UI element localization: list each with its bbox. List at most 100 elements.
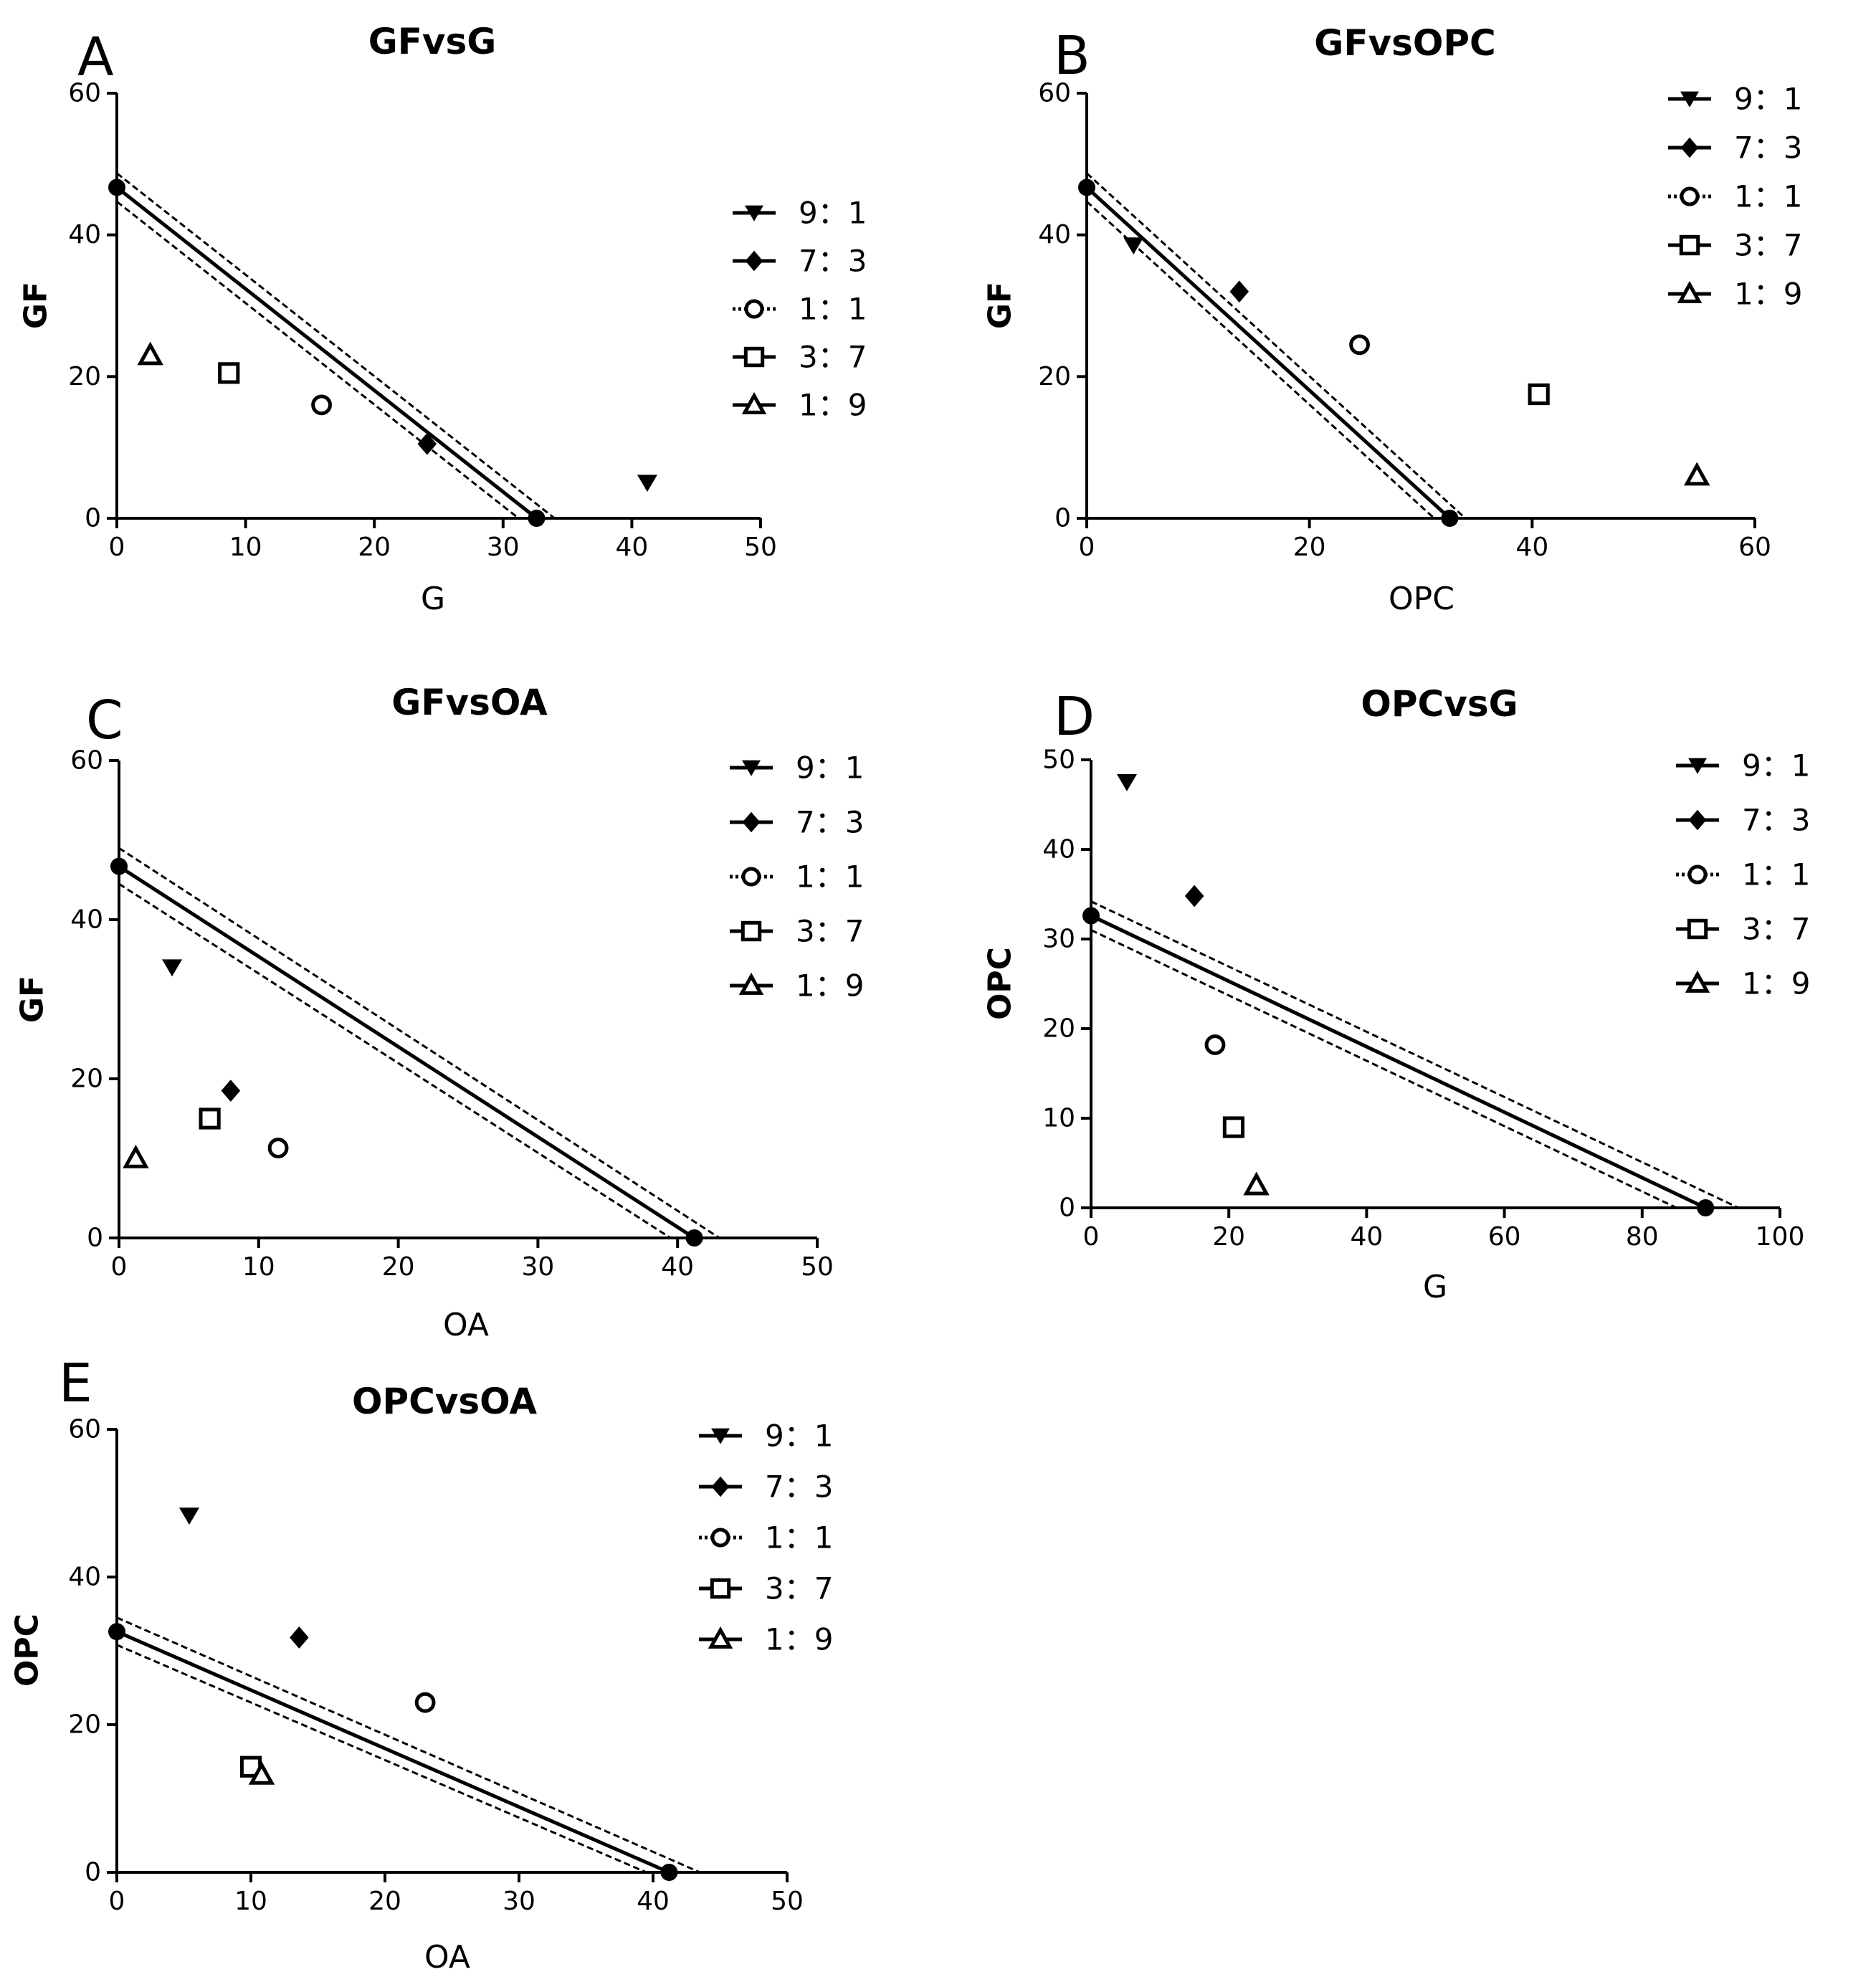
x-tick-label: 0 [109,1887,125,1916]
panel-letter: A [77,27,114,88]
legend-marker-triangle-up [738,972,764,995]
y-tick-label: 20 [70,1064,103,1094]
panel-b: B GFvsOPC 0 20 40 60 0 20 40 60 OPC GF 9：1 7：3 1：1 3：7 1… [982,22,1803,617]
point-triangle-down [1116,774,1137,791]
y-tick-label: 40 [1038,220,1071,249]
legend: 9：1 7：3 1：1 3：7 1：9 [733,196,867,423]
x-tick-label: 60 [1738,533,1771,562]
panel-a: A GFvsG 0 20 40 60 0 10 20 30 40 50 G GF 9：1 7：3 1：1 3：7 1… [18,21,867,617]
legend-label: 1：9 [799,388,867,423]
y-axis-title: GF [982,282,1019,329]
legend-marker-diamond [1688,809,1707,831]
y-tick-label: 0 [1059,1194,1075,1223]
legend-marker-circle [710,1528,730,1548]
x-axis-title: G [1423,1269,1447,1305]
panel-letter: E [59,1353,92,1414]
x-axis-title: OA [424,1939,470,1976]
legend-label: 7：3 [796,805,864,840]
point-triangle-down [162,959,183,977]
anchor-point [685,1229,703,1247]
legend-marker-circle [1680,186,1700,206]
legend-marker-triangle-down [711,1428,730,1444]
anchor-point [108,178,125,196]
y-axis-title: GF [14,976,51,1023]
point-square [199,1107,221,1130]
legend-label: 3：7 [796,914,864,949]
legend-label: 9：1 [1734,82,1802,117]
legend-label: 1：9 [1734,277,1802,312]
legend-label: 7：3 [765,1469,833,1505]
point-diamond [221,1080,241,1102]
point-circle [1349,334,1370,356]
legend-marker-square [743,346,765,368]
ci-lower-line [116,1644,647,1874]
x-tick-label: 0 [111,1252,128,1282]
ci-upper-line [118,847,720,1239]
anchor-point [110,857,128,875]
point-square [1222,1116,1245,1138]
panel-title: GFvsG [368,21,497,62]
ci-lower-line [118,882,672,1239]
y-tick-label: 30 [1042,925,1075,954]
x-tick-label: 40 [615,533,648,562]
anchor-point [1082,907,1100,925]
ci-upper-line [116,1616,701,1874]
y-tick-label: 40 [1042,835,1075,864]
x-tick-label: 50 [801,1252,834,1282]
y-tick-label: 0 [85,1858,101,1887]
point-circle [311,394,332,416]
x-tick-label: 40 [1350,1222,1383,1252]
ci-upper-line [1085,172,1467,520]
legend-marker-square [1687,918,1708,940]
legend-marker-triangle-down [745,205,763,221]
panel-d: D OPCvsG 0 10 20 30 40 50 0 20 40 60 80 100 G OPC 9：1 7：3… [982,683,1811,1305]
point-square [218,362,240,384]
x-tick-label: 40 [661,1252,694,1282]
point-diamond [417,432,437,455]
legend-marker-triangle-down [1680,91,1699,108]
legend-label: 3：7 [1742,912,1810,947]
x-tick-label: 20 [358,533,391,562]
x-tick-label: 50 [771,1887,804,1916]
x-tick-label: 80 [1626,1222,1659,1252]
legend-marker-triangle-up [1685,970,1710,993]
panel-title: GFvsOA [391,682,548,723]
legend-marker-diamond [745,250,763,272]
regression-line [118,864,695,1240]
legend-label: 1：9 [1742,966,1810,1001]
y-tick-label: 60 [68,1415,101,1444]
legend-label: 3：7 [765,1571,833,1606]
legend: 9：1 7：3 1：1 3：7 1：9 [1676,748,1810,1001]
x-tick-label: 20 [1293,533,1326,562]
legend-label: 1：1 [799,292,867,327]
x-tick-label: 10 [242,1252,275,1282]
point-square [1528,383,1550,406]
x-axis-title: G [421,581,445,617]
legend-label: 1：1 [765,1520,833,1555]
y-tick-label: 0 [87,1224,103,1253]
x-tick-label: 30 [487,533,520,562]
x-tick-label: 0 [109,533,125,562]
y-tick-label: 40 [68,220,101,249]
y-tick-label: 20 [68,1710,101,1740]
y-tick-label: 0 [85,504,101,533]
x-tick-label: 20 [368,1887,401,1916]
x-tick-label: 0 [1083,1222,1100,1252]
legend-marker-triangle-up [708,1626,733,1649]
ci-lower-line [116,201,520,520]
legend-label: 7：3 [799,244,867,279]
legend: 9：1 7：3 1：1 3：7 1：9 [699,1419,833,1657]
y-tick-label: 60 [70,746,103,776]
point-diamond [290,1626,309,1649]
y-tick-label: 40 [68,1563,101,1592]
x-tick-label: 10 [229,533,262,562]
legend-label: 1：9 [765,1622,833,1657]
x-tick-label: 10 [234,1887,267,1916]
y-tick-label: 10 [1042,1104,1075,1133]
regression-line [116,1629,670,1874]
x-tick-label: 40 [637,1887,670,1916]
point-triangle-down [1123,237,1144,255]
y-tick-label: 40 [70,905,103,935]
legend: 9：1 7：3 1：1 3：7 1：9 [730,751,864,1004]
point-circle [267,1138,289,1158]
